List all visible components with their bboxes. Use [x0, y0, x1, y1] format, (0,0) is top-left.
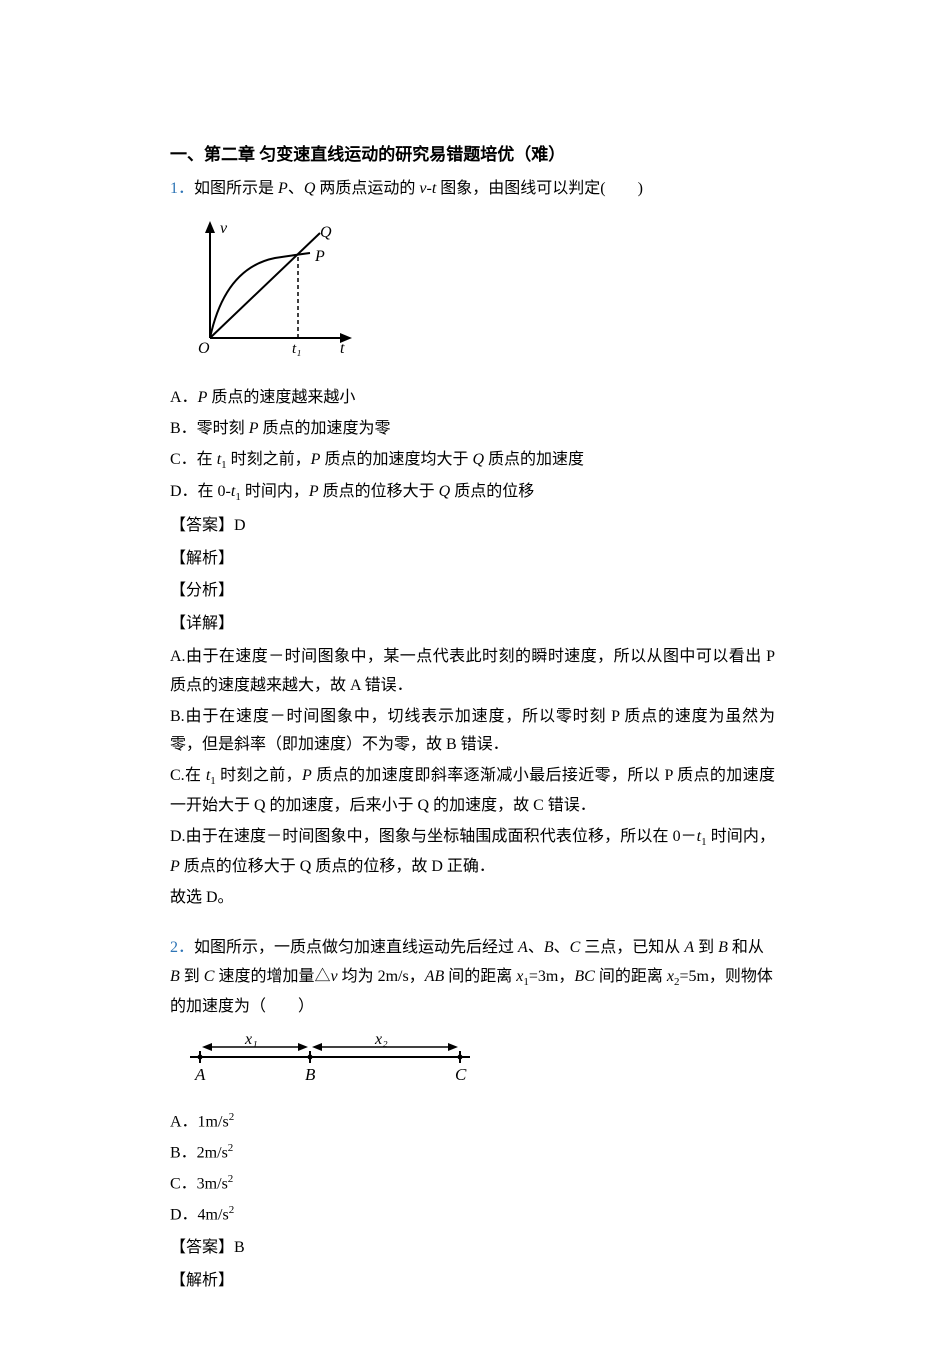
q2-choice-c: C．3m/s2 — [170, 1170, 775, 1199]
q1-detail-d: D.由于在速度－时间图象中，图象与坐标轴围成面积代表位移，所以在 0－t1 时间… — [170, 823, 775, 882]
svg-text:A: A — [194, 1065, 206, 1084]
q2-answer: 【答案】B — [170, 1234, 775, 1263]
q2-text: 如图所示，一质点做匀加速直线运动先后经过 A、B、C 三点，已知从 A 到 B … — [170, 939, 773, 1015]
question-1: 1．如图所示是 P、Q 两质点运动的 v-t 图象，由图线可以判定( ) — [170, 175, 775, 204]
svg-text:Q: Q — [320, 224, 332, 241]
q2-analysis-label: 【解析】 — [170, 1267, 775, 1296]
q1-answer: 【答案】D — [170, 512, 775, 541]
q1-text: 如图所示是 P、Q 两质点运动的 v-t 图象，由图线可以判定( ) — [194, 180, 643, 197]
svg-text:B: B — [305, 1065, 316, 1084]
svg-text:x₂: x₂ — [374, 1032, 388, 1048]
q1-graph: v t O t₁ P Q — [180, 213, 775, 374]
q1-choice-a: A．P 质点的速度越来越小 — [170, 384, 775, 413]
q1-fenxi-label: 【分析】 — [170, 577, 775, 606]
q1-detail-a: A.由于在速度－时间图象中，某一点代表此时刻的瞬时速度，所以从图中可以看出 P … — [170, 643, 775, 701]
q1-number: 1． — [170, 180, 194, 197]
q2-diagram: A B C x₁ x₂ — [180, 1032, 775, 1098]
q1-choice-c: C．在 t1 时刻之前，P 质点的加速度均大于 Q 质点的加速度 — [170, 446, 775, 476]
svg-text:P: P — [314, 248, 325, 265]
q1-detail-b: B.由于在速度－时间图象中，切线表示加速度，所以零时刻 P 质点的速度为虽然为零… — [170, 703, 775, 761]
svg-text:t: t — [340, 340, 345, 357]
q1-choice-b: B．零时刻 P 质点的加速度为零 — [170, 415, 775, 444]
q1-detail-label: 【详解】 — [170, 610, 775, 639]
section-title: 一、第二章 匀变速直线运动的研究易错题培优（难） — [170, 140, 775, 171]
q2-choice-a: A．1m/s2 — [170, 1108, 775, 1137]
svg-text:C: C — [455, 1065, 467, 1084]
q2-choice-d: D．4m/s2 — [170, 1201, 775, 1230]
q2-number: 2． — [170, 939, 194, 956]
svg-text:O: O — [198, 340, 210, 357]
q2-choice-b: B．2m/s2 — [170, 1139, 775, 1168]
q1-conclusion: 故选 D。 — [170, 884, 775, 913]
question-2: 2．如图所示，一质点做匀加速直线运动先后经过 A、B、C 三点，已知从 A 到 … — [170, 934, 775, 1022]
svg-text:v: v — [220, 220, 228, 237]
q1-choice-d: D．在 0-t1 时间内，P 质点的位移大于 Q 质点的位移 — [170, 478, 775, 508]
q1-analysis-label: 【解析】 — [170, 545, 775, 574]
svg-text:x₁: x₁ — [244, 1032, 258, 1048]
svg-text:t₁: t₁ — [292, 341, 301, 357]
q1-detail-c: C.在 t1 时刻之前，P 质点的加速度即斜率逐渐减小最后接近零，所以 P 质点… — [170, 762, 775, 821]
